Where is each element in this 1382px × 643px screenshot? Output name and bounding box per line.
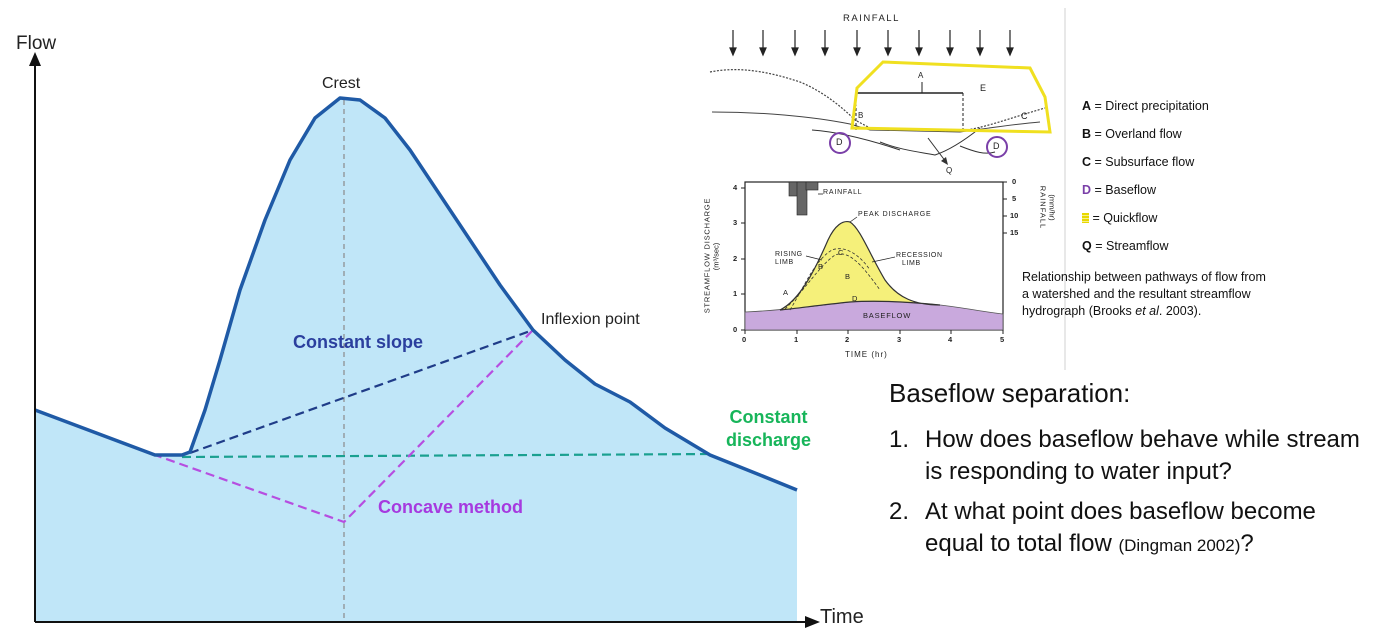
- caption-text-2: . 2003).: [1158, 304, 1202, 318]
- inset-rising-label-2: LIMB: [775, 259, 794, 266]
- legend-row-quickflow: = Quickflow: [1082, 208, 1209, 236]
- marker-e: E: [980, 83, 987, 93]
- legend-key-c: C: [1082, 155, 1092, 169]
- legend-key-b: B: [1082, 127, 1092, 141]
- inset-peak-label: PEAK DISCHARGE: [858, 211, 932, 218]
- figure-caption: Relationship between pathways of flow fr…: [1022, 269, 1272, 320]
- question-citation: (Dingman 2002): [1118, 536, 1241, 555]
- inset-rising-label-1: RISING: [775, 251, 803, 258]
- legend-key-q: Q: [1082, 239, 1092, 253]
- marker-a: A: [918, 71, 924, 80]
- streamflow-arrow: [927, 137, 947, 163]
- constant-slope-line: [189, 328, 534, 455]
- inset-xtick-3: 3: [897, 335, 902, 344]
- legend-text-c: = Subsurface flow: [1094, 155, 1195, 169]
- y-axis-label: Flow: [16, 33, 57, 54]
- inset-letter-b: B: [818, 262, 824, 271]
- inset-xtick-1: 1: [794, 335, 799, 344]
- question-number-1: 1.: [889, 426, 910, 453]
- concave-method-label: Concave method: [378, 497, 524, 517]
- question-text-1: How does baseflow behave while stream is…: [925, 426, 1360, 485]
- legend-row-b: B = Overland flow: [1082, 124, 1209, 152]
- question-list: 1. How does baseflow behave while stream…: [889, 424, 1369, 570]
- quickflow-outline: [850, 60, 1052, 134]
- inset-xtick-0: 0: [742, 335, 747, 344]
- inset-recession-pointer: [871, 256, 896, 263]
- inset-recession-label-1: RECESSION: [896, 252, 943, 259]
- inset-xtick-4: 4: [948, 335, 953, 344]
- inset-ytick-1: 1: [733, 289, 738, 298]
- inset-letter-c: C: [838, 248, 844, 257]
- question-text-2: At what point does baseflow become equal…: [925, 498, 1316, 557]
- question-item-2: 2. At what point does baseflow become eq…: [889, 496, 1369, 562]
- flow-path-right: [959, 145, 996, 154]
- hydrograph-area: [35, 98, 797, 622]
- constant-discharge-line: [181, 452, 713, 459]
- inset-xtick-5: 5: [1000, 335, 1005, 344]
- baseflow-separation-title: Baseflow separation:: [889, 378, 1131, 408]
- marker-b: B: [858, 111, 864, 120]
- marker-c: C: [1021, 111, 1028, 121]
- inset-rtick-15: 15: [1010, 228, 1019, 237]
- legend-text-d: = Baseflow: [1094, 183, 1157, 197]
- question-number-2: 2.: [889, 498, 910, 525]
- inset-baseflow-label: BASEFLOW: [863, 311, 912, 320]
- inset-ytick-2: 2: [733, 254, 738, 263]
- inset-recession-label: RECESSION LIMB: [896, 252, 943, 268]
- inset-rainfall-label: RAINFALL: [823, 189, 863, 196]
- legend-text-q: = Streamflow: [1095, 239, 1169, 253]
- inset-right-label: RAINFALL: [1038, 185, 1048, 230]
- legend-row-q: Q = Streamflow: [1082, 236, 1209, 264]
- legend-text-b: = Overland flow: [1094, 127, 1182, 141]
- constant-discharge-label-line2: discharge: [726, 430, 812, 450]
- crest-label: Crest: [322, 75, 361, 92]
- inset-right-units: (mm/hr): [1047, 194, 1057, 221]
- inset-xtick-2: 2: [845, 335, 850, 344]
- inset-recession-label-2: LIMB: [902, 260, 921, 267]
- streamflow-arrowhead: [941, 157, 948, 165]
- question-item-1: 1. How does baseflow behave while stream…: [889, 424, 1369, 488]
- inset-ylabel-units: (m³/sec): [711, 242, 721, 271]
- marker-d-right: D: [993, 141, 1000, 151]
- marker-d-left: D: [836, 137, 843, 147]
- constant-discharge-label-line1: Constant: [729, 407, 808, 427]
- inset-rtick-5: 5: [1012, 194, 1017, 203]
- marker-q: Q: [946, 166, 953, 175]
- question-end-mark: ?: [1240, 530, 1254, 557]
- y-axis-arrow: [29, 52, 41, 66]
- inset-letter-d: D: [852, 294, 858, 303]
- x-axis-arrow: [805, 616, 820, 628]
- legend-row-d: D = Baseflow: [1082, 180, 1209, 208]
- legend-row-a: A = Direct precipitation: [1082, 96, 1209, 124]
- caption-etal: et al: [1135, 304, 1159, 318]
- rainfall-title: RAINFALL: [843, 13, 900, 24]
- legend-row-c: C = Subsurface flow: [1082, 152, 1209, 180]
- pathway-legend: A = Direct precipitation B = Overland fl…: [1082, 96, 1209, 264]
- constant-discharge-label: Constant discharge: [726, 406, 811, 452]
- inflexion-point-label: Inflexion point: [541, 311, 640, 328]
- x-axis-label: Time: [820, 606, 864, 628]
- legend-text-quickflow: = Quickflow: [1092, 211, 1158, 225]
- caption-text-1: Relationship between pathways of flow fr…: [1022, 270, 1266, 318]
- hydrograph-line: [34, 96, 798, 492]
- flow-path-channel: [879, 127, 981, 156]
- inset-letter-a: A: [783, 288, 789, 297]
- inset-rtick-10: 10: [1010, 211, 1019, 220]
- legend-key-d: D: [1082, 183, 1092, 197]
- inset-ylabel: STREAMFLOW DISCHARGE: [702, 197, 712, 314]
- inset-ytick-3: 3: [733, 218, 738, 227]
- inset-rtick-0: 0: [1012, 177, 1017, 186]
- inset-rising-label: RISING LIMB: [775, 251, 803, 267]
- inset-letter-b2: B: [845, 272, 851, 281]
- question-text-2-wrap: At what point does baseflow become equal…: [925, 496, 1369, 562]
- legend-key-a: A: [1082, 99, 1092, 113]
- hydrograph-diagram: [29, 52, 820, 628]
- quickflow-swatch-icon: [1082, 213, 1089, 223]
- legend-text-a: = Direct precipitation: [1094, 99, 1209, 113]
- inset-ytick-0: 0: [733, 325, 738, 334]
- constant-slope-label: Constant slope: [293, 332, 424, 352]
- inset-xlabel: TIME (hr): [845, 350, 888, 359]
- inset-ytick-4: 4: [733, 183, 738, 192]
